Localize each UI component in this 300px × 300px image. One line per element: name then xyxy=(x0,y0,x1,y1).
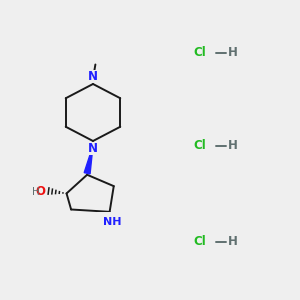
Polygon shape xyxy=(84,146,93,174)
Text: O: O xyxy=(35,184,45,197)
Text: H: H xyxy=(228,235,238,248)
Text: H: H xyxy=(228,139,238,152)
Text: N: N xyxy=(88,142,98,155)
Text: Cl: Cl xyxy=(194,46,206,59)
Text: H: H xyxy=(228,46,238,59)
Text: NH: NH xyxy=(103,217,121,227)
Text: H: H xyxy=(32,187,40,196)
Text: Cl: Cl xyxy=(194,139,206,152)
Text: Cl: Cl xyxy=(194,235,206,248)
Text: N: N xyxy=(88,70,98,83)
